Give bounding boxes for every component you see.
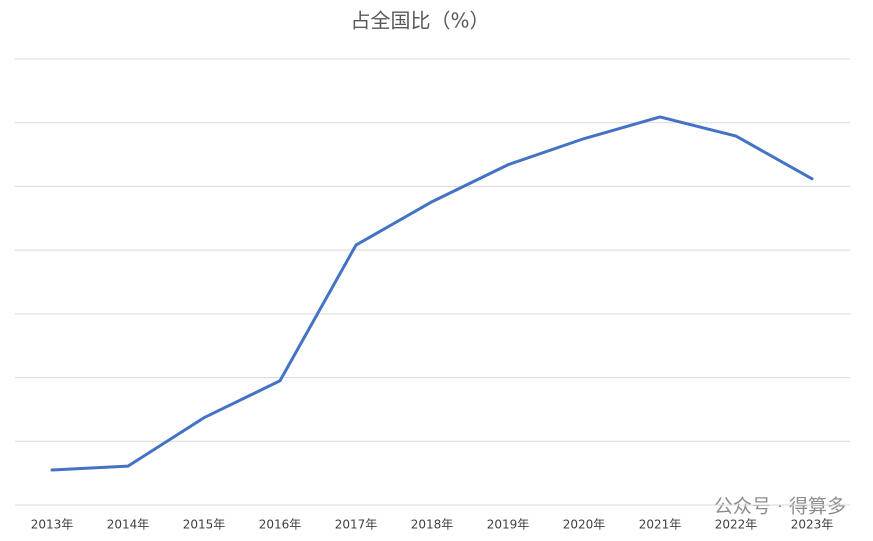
- x-tick-label: 2018年: [411, 518, 454, 532]
- x-tick-label: 2022年: [715, 518, 758, 532]
- x-tick-label: 2016年: [259, 518, 302, 532]
- x-tick-label: 2020年: [563, 518, 606, 532]
- chart-title: 占全国比（%）: [350, 9, 489, 33]
- x-tick-label: 2019年: [487, 518, 530, 532]
- x-tick-label: 2015年: [183, 518, 226, 532]
- x-tick-label: 2023年: [791, 518, 834, 532]
- data-line: [50, 115, 814, 472]
- x-tick-label: 2013年: [31, 518, 74, 532]
- watermark: 公众号 · 得算多: [714, 496, 846, 518]
- x-tick-label: 2021年: [639, 518, 682, 532]
- x-tick-label: 2014年: [107, 518, 150, 532]
- x-tick-label: 2017年: [335, 518, 378, 532]
